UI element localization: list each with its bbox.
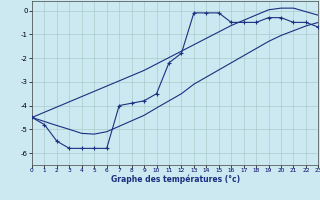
X-axis label: Graphe des températures (°c): Graphe des températures (°c): [111, 175, 240, 184]
